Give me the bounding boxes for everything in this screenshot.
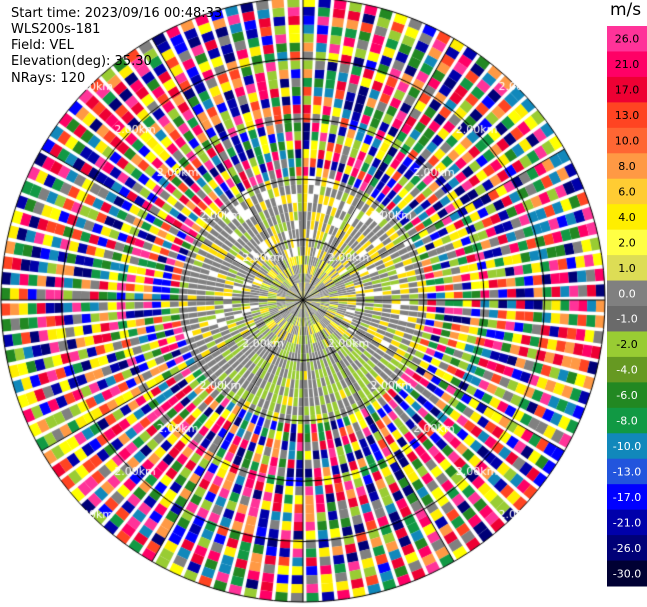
colorbar-segment bbox=[607, 433, 647, 460]
colorbar-segment bbox=[607, 26, 647, 52]
colorbar-tick-label: -26.0 bbox=[613, 542, 641, 555]
colorbar-tick-label: -6.0 bbox=[616, 389, 637, 402]
colorbar-segment bbox=[607, 458, 647, 485]
colorbar-tick-label: -4.0 bbox=[616, 364, 637, 377]
colorbar-segment bbox=[607, 484, 647, 511]
nrays-label: NRays: 120 bbox=[11, 71, 86, 86]
colorbar-segment bbox=[607, 509, 647, 536]
colorbar-tick-label: -17.0 bbox=[613, 491, 641, 504]
colorbar-tick-label: -21.0 bbox=[613, 516, 641, 529]
colorbar-segment bbox=[607, 407, 647, 434]
colorbar-tick-label: 2.0 bbox=[618, 236, 636, 249]
colorbar-tick-label: 8.0 bbox=[618, 160, 636, 173]
colorbar-tick-label: -30.0 bbox=[613, 567, 641, 580]
colorbar-segment bbox=[607, 178, 647, 205]
colorbar-segment bbox=[607, 306, 647, 332]
ppi-plot bbox=[0, 0, 610, 607]
colorbar-tick-label: -10.0 bbox=[613, 440, 641, 453]
colorbar-segment bbox=[607, 280, 647, 307]
colorbar-segment bbox=[607, 356, 647, 383]
site-label: WLS200s-181 bbox=[11, 22, 101, 37]
colorbar-segment bbox=[607, 382, 647, 409]
colorbar-tick-label: 10.0 bbox=[615, 135, 640, 148]
colorbar-segment bbox=[607, 76, 647, 103]
colorbar-tick-label: 26.0 bbox=[615, 33, 640, 46]
elevation-label: Elevation(deg): 35.30 bbox=[11, 54, 152, 69]
colorbar-tick-label: -8.0 bbox=[616, 415, 637, 428]
colorbar-tick-label: 1.0 bbox=[618, 262, 636, 275]
colorbar-segment bbox=[607, 153, 647, 180]
colorbar-tick-label: 13.0 bbox=[615, 109, 640, 122]
field-label: Field: VEL bbox=[11, 38, 74, 53]
colorbar-segment bbox=[607, 535, 647, 562]
colorbar-segment bbox=[607, 204, 647, 231]
start-time-label: Start time: 2023/09/16 00:48:33 bbox=[11, 6, 223, 21]
colorbar-segment bbox=[607, 51, 647, 78]
colorbar-segment bbox=[607, 255, 647, 282]
colorbar-segment bbox=[607, 102, 647, 129]
colorbar-segment bbox=[607, 560, 647, 587]
colorbar-segment bbox=[607, 229, 647, 256]
colorbar-tick-label: 0.0 bbox=[618, 287, 636, 300]
colorbar-unit: m/s bbox=[610, 0, 642, 20]
colorbar-segment bbox=[607, 331, 647, 358]
colorbar-tick-label: 6.0 bbox=[618, 185, 636, 198]
colorbar-tick-label: 21.0 bbox=[615, 58, 640, 71]
colorbar-tick-label: -2.0 bbox=[616, 338, 637, 351]
colorbar-tick-label: -1.0 bbox=[616, 313, 637, 326]
colorbar-tick-label: 4.0 bbox=[618, 211, 636, 224]
colorbar-tick-label: -13.0 bbox=[613, 465, 641, 478]
colorbar-segment bbox=[607, 127, 647, 154]
colorbar-tick-label: 17.0 bbox=[615, 84, 640, 97]
colorbar: 26.0 21.0 17.0 13.0 10.0 8.0 6.0 4.0 2.0 1.0 0.0 -1… bbox=[607, 26, 647, 587]
